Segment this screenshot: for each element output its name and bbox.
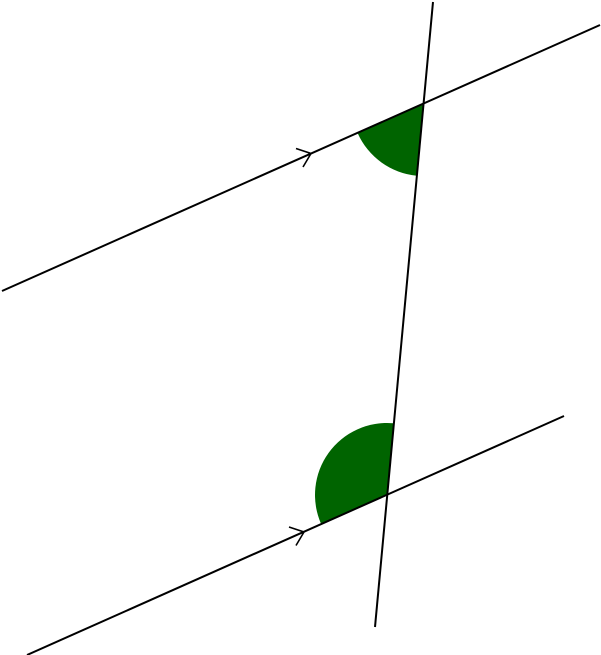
lower-angle-sector bbox=[315, 422, 394, 525]
parallel-line-upper bbox=[1, 24, 601, 292]
parallel-line-lower bbox=[26, 415, 565, 655]
parallel-arrow-upper-icon bbox=[295, 147, 313, 168]
transversal-line bbox=[374, 1, 434, 628]
upper-angle-sector bbox=[357, 104, 424, 176]
parallel-arrow-lower-icon bbox=[288, 526, 306, 546]
